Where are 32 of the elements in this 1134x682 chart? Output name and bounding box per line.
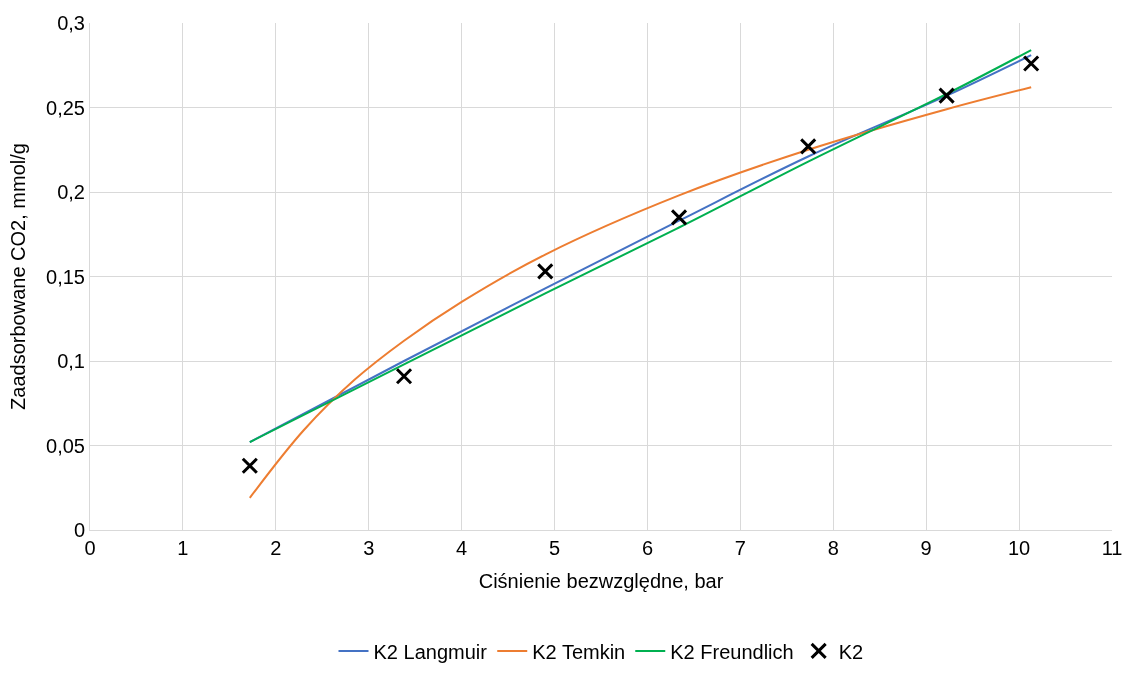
point xyxy=(670,208,688,226)
point xyxy=(799,137,817,155)
point xyxy=(1022,55,1040,73)
y-tick-label: 0,25 xyxy=(46,96,85,119)
legend-label: K2 xyxy=(838,640,864,663)
point xyxy=(938,87,956,105)
y-tick-label: 0,2 xyxy=(57,181,85,203)
x-tick-label: 2 xyxy=(270,537,282,559)
point xyxy=(241,457,259,475)
y-tick-label: 0,05 xyxy=(46,434,85,457)
y-tick-label: 0 xyxy=(73,519,85,541)
legend-label: K2 Temkin xyxy=(532,640,626,663)
legend-label: K2 Langmuir xyxy=(373,640,488,663)
legend-label: K2 Freundlich xyxy=(670,640,794,663)
x-tick-label: 9 xyxy=(920,537,932,559)
x-tick-label: 7 xyxy=(734,537,746,559)
y-tick-label: 0,1 xyxy=(57,350,85,372)
y-axis-title: Zaadsorbowane CO2, mmol/g xyxy=(6,143,29,410)
point xyxy=(536,262,554,280)
y-tick-label: 0,15 xyxy=(46,265,85,288)
x-tick-label: 1 xyxy=(177,537,189,559)
x-tick-label: 3 xyxy=(363,537,375,559)
line-series xyxy=(248,86,1033,499)
x-tick-label: 8 xyxy=(827,537,839,559)
x-tick-label: 5 xyxy=(548,537,561,559)
x-tick-label: 4 xyxy=(456,537,468,559)
x-tick-label: 6 xyxy=(641,537,654,559)
y-tick-label: 0,3 xyxy=(57,12,85,34)
x-axis-title: Ciśnienie bezwzględne, bar xyxy=(478,569,724,592)
point xyxy=(395,367,413,385)
x-tick-label: 11 xyxy=(1101,537,1123,559)
x-tick-label: 10 xyxy=(1007,537,1031,559)
